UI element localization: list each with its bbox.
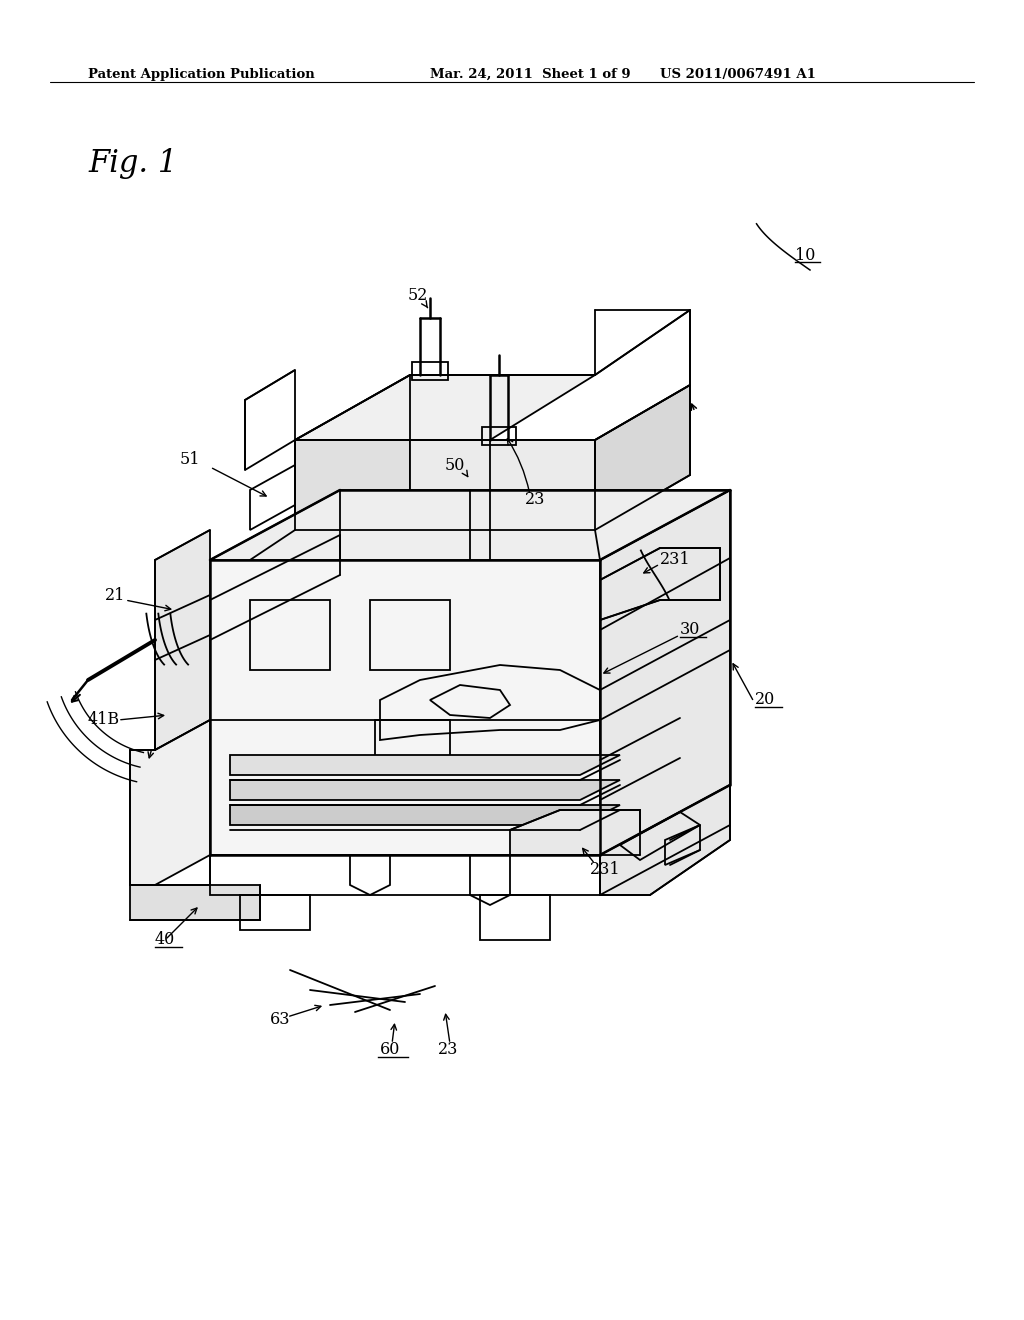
Text: 51: 51 — [180, 451, 201, 469]
Text: 63: 63 — [269, 1011, 290, 1028]
Text: 50: 50 — [444, 457, 465, 474]
Text: US 2011/0067491 A1: US 2011/0067491 A1 — [660, 69, 816, 81]
Polygon shape — [595, 385, 690, 531]
Polygon shape — [510, 810, 640, 855]
Text: 231: 231 — [660, 552, 690, 569]
Polygon shape — [130, 719, 210, 884]
Text: Mar. 24, 2011  Sheet 1 of 9: Mar. 24, 2011 Sheet 1 of 9 — [430, 69, 631, 81]
Text: 60: 60 — [380, 1041, 400, 1059]
Polygon shape — [130, 884, 260, 920]
Polygon shape — [600, 490, 730, 855]
Text: 231: 231 — [590, 862, 621, 879]
Polygon shape — [410, 440, 595, 531]
Polygon shape — [600, 548, 720, 620]
Polygon shape — [295, 375, 595, 440]
Polygon shape — [230, 780, 620, 800]
Text: 21: 21 — [105, 586, 125, 603]
Text: 23: 23 — [438, 1041, 458, 1059]
Text: Fig. 1: Fig. 1 — [88, 148, 177, 180]
Text: 20: 20 — [755, 692, 775, 709]
Polygon shape — [230, 805, 620, 825]
Polygon shape — [155, 531, 210, 750]
Text: 10: 10 — [795, 247, 815, 264]
Text: 40: 40 — [155, 932, 175, 949]
Text: 23: 23 — [525, 491, 545, 508]
Polygon shape — [600, 785, 730, 895]
Text: 52: 52 — [408, 286, 428, 304]
Polygon shape — [295, 440, 410, 531]
Text: 41B: 41B — [88, 711, 120, 729]
Polygon shape — [210, 490, 730, 560]
Polygon shape — [210, 560, 600, 855]
Text: Patent Application Publication: Patent Application Publication — [88, 69, 314, 81]
Text: 30: 30 — [680, 622, 700, 639]
Polygon shape — [230, 755, 620, 775]
